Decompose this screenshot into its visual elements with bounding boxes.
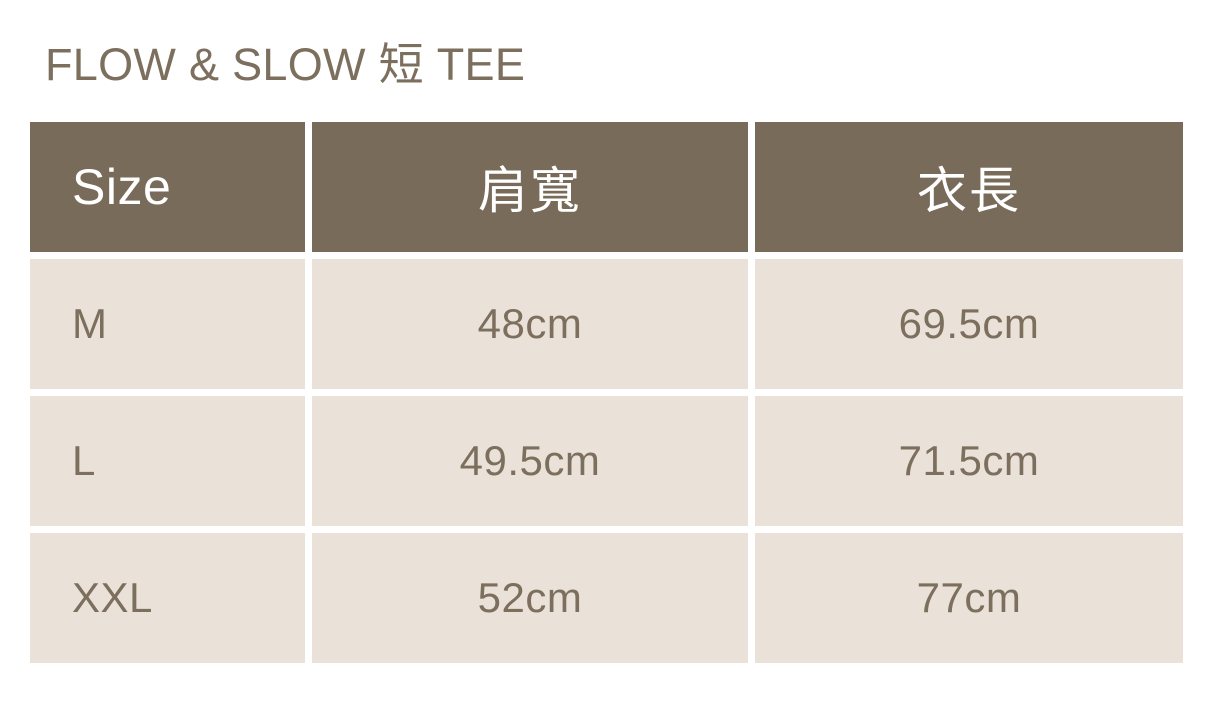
cell-size: M	[30, 259, 305, 389]
size-chart-table: Size 肩寬 衣長 M 48cm 69.5cm L 49.5cm 71.5cm…	[30, 122, 1183, 663]
cell-garment-length: 77cm	[755, 533, 1183, 663]
cell-shoulder-width: 49.5cm	[312, 396, 748, 526]
table-row: XXL 52cm 77cm	[30, 533, 1183, 663]
column-header-size: Size	[30, 122, 305, 252]
cell-shoulder-width: 48cm	[312, 259, 748, 389]
column-header-shoulder-width: 肩寬	[312, 122, 748, 252]
table-row: M 48cm 69.5cm	[30, 259, 1183, 389]
cell-size: XXL	[30, 533, 305, 663]
cell-garment-length: 71.5cm	[755, 396, 1183, 526]
cell-size: L	[30, 396, 305, 526]
table-row: L 49.5cm 71.5cm	[30, 396, 1183, 526]
table-header-row: Size 肩寬 衣長	[30, 122, 1183, 252]
column-header-garment-length: 衣長	[755, 122, 1183, 252]
cell-garment-length: 69.5cm	[755, 259, 1183, 389]
page-title: FLOW & SLOW 短 TEE	[45, 39, 526, 90]
cell-shoulder-width: 52cm	[312, 533, 748, 663]
